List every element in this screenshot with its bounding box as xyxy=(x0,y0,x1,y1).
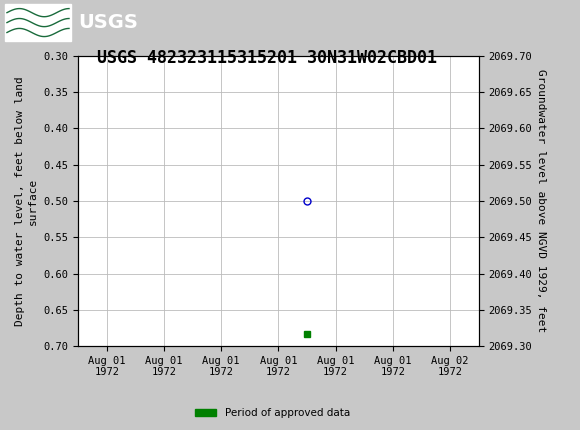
Y-axis label: Depth to water level, feet below land
surface: Depth to water level, feet below land su… xyxy=(15,76,38,326)
Text: USGS 482323115315201 30N31W02CBD01: USGS 482323115315201 30N31W02CBD01 xyxy=(97,49,437,68)
Bar xyxy=(5,4,71,41)
Legend: Period of approved data: Period of approved data xyxy=(191,404,354,423)
Y-axis label: Groundwater level above NGVD 1929, feet: Groundwater level above NGVD 1929, feet xyxy=(536,69,546,333)
Text: USGS: USGS xyxy=(78,13,138,32)
